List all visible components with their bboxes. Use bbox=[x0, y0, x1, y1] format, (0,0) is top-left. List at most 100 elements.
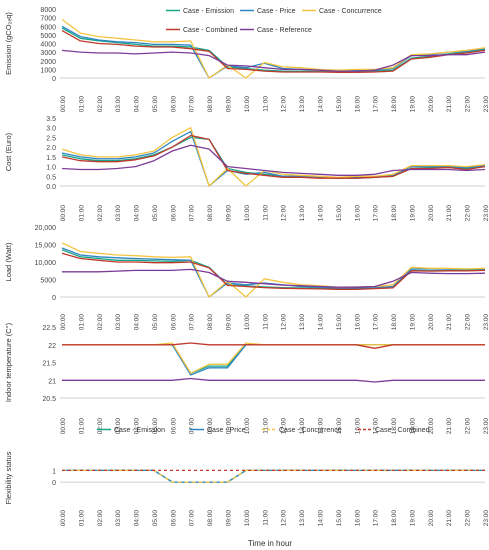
legend-label: Case - Reference bbox=[257, 27, 312, 34]
x-tick-label: 19:00 bbox=[409, 510, 416, 527]
x-tick-label: 07:00 bbox=[189, 205, 196, 222]
y-axis-title: Emission (gCO₂ₑq) bbox=[4, 12, 13, 75]
x-tick-label: 09:00 bbox=[226, 418, 233, 435]
x-tick-label: 04:00 bbox=[134, 510, 141, 527]
x-tick-label: 11:00 bbox=[262, 510, 269, 526]
x-tick-label: 21:00 bbox=[446, 96, 453, 113]
y-tick-label: 5000 bbox=[40, 33, 56, 40]
x-tick-label: 09:00 bbox=[226, 510, 233, 527]
x-tick-label: 01:00 bbox=[78, 96, 85, 113]
chart-panel-2: 0.0 0.5 1.0 1.5 2.0 2.5 3.0 3.5 Cost (Euro) 00:00… bbox=[4, 116, 489, 221]
x-tick-label: 18:00 bbox=[391, 96, 398, 113]
x-tick-label: 13:00 bbox=[299, 205, 306, 222]
x-tick-label: 21:00 bbox=[446, 418, 453, 435]
legend-label: Case - Combined bbox=[375, 427, 430, 434]
x-tick-label: 13:00 bbox=[299, 418, 306, 435]
x-tick-label: 15:00 bbox=[336, 510, 343, 527]
x-tick-label: 12:00 bbox=[281, 96, 288, 113]
legend-label: Case - Combined bbox=[183, 27, 238, 34]
x-tick-label: 01:00 bbox=[78, 418, 85, 435]
series-line-concurrence bbox=[61, 242, 486, 298]
x-tick-label: 06:00 bbox=[170, 510, 177, 527]
x-tick-label: 01:00 bbox=[78, 205, 85, 222]
series-line-concurrence bbox=[61, 18, 486, 79]
x-tick-label: 08:00 bbox=[207, 314, 214, 331]
y-tick-label: 22 bbox=[48, 343, 56, 350]
x-tick-label: 07:00 bbox=[189, 510, 196, 527]
x-tick-label: 04:00 bbox=[134, 205, 141, 222]
x-tick-label: 22:00 bbox=[465, 510, 472, 527]
y-axis-title: Flexibility status bbox=[4, 451, 13, 504]
y-tick-label: 21 bbox=[48, 378, 56, 385]
x-tick-label: 20:00 bbox=[428, 314, 435, 331]
series-line-emission bbox=[62, 469, 485, 483]
x-tick-label: 22:00 bbox=[465, 314, 472, 331]
series-line-concurrence bbox=[62, 342, 485, 374]
x-tick-label: 14:00 bbox=[317, 314, 324, 331]
x-tick-label: 22:00 bbox=[465, 418, 472, 435]
y-axis-title: Indoor temperature (C°) bbox=[4, 322, 13, 402]
x-tick-label: 06:00 bbox=[170, 418, 177, 435]
chart-panel-3: 0 5000 10,000 15,000 20,000 Load (Watt) 00:00 0… bbox=[4, 225, 489, 330]
legend-label: Case - Price bbox=[207, 427, 246, 434]
x-tick-label: 21:00 bbox=[446, 205, 453, 222]
x-tick-label: 05:00 bbox=[152, 205, 159, 222]
x-tick-label: 15:00 bbox=[336, 205, 343, 222]
x-tick-label: 18:00 bbox=[391, 314, 398, 331]
x-tick-label: 10:00 bbox=[244, 314, 251, 331]
x-tick-label: 05:00 bbox=[152, 314, 159, 331]
x-tick-label: 13:00 bbox=[299, 510, 306, 527]
x-tick-label: 03:00 bbox=[115, 205, 122, 222]
x-tick-label: 16:00 bbox=[354, 510, 361, 527]
y-axis-title: Load (Watt) bbox=[4, 242, 13, 281]
x-tick-label: 01:00 bbox=[78, 314, 85, 331]
y-tick-label: 1 bbox=[52, 468, 56, 475]
x-tick-label: 08:00 bbox=[207, 418, 214, 435]
x-tick-label: 18:00 bbox=[391, 205, 398, 222]
x-tick-label: 08:00 bbox=[207, 205, 214, 222]
x-tick-label: 16:00 bbox=[354, 418, 361, 435]
series-line-concurrence bbox=[62, 469, 485, 483]
x-tick-label: 17:00 bbox=[373, 314, 380, 331]
x-tick-label: 02:00 bbox=[97, 205, 104, 222]
x-tick-label: 13:00 bbox=[299, 314, 306, 331]
x-tick-label: 02:00 bbox=[97, 510, 104, 527]
y-tick-label: 15,000 bbox=[35, 243, 57, 250]
x-tick-label: 13:00 bbox=[299, 96, 306, 113]
x-tick-label: 03:00 bbox=[115, 510, 122, 527]
x-tick-label: 03:00 bbox=[115, 96, 122, 113]
x-tick-label: 11:00 bbox=[262, 418, 269, 434]
x-tick-label: 17:00 bbox=[373, 96, 380, 113]
series-line-reference bbox=[62, 268, 486, 288]
series-line-combined bbox=[61, 134, 486, 179]
x-tick-label: 03:00 bbox=[115, 314, 122, 331]
series-line-concurrence bbox=[61, 127, 486, 187]
x-tick-label: 19:00 bbox=[409, 418, 416, 435]
y-tick-label: 0.0 bbox=[46, 184, 56, 191]
chart-panel-4: 20.5 21 21.5 22 22.5 Indoor temperature (C°) 0… bbox=[4, 322, 489, 434]
x-tick-label: 17:00 bbox=[373, 510, 380, 527]
x-tick-label: 14:00 bbox=[317, 205, 324, 222]
series-line-emission bbox=[61, 27, 486, 73]
series-line-price bbox=[61, 130, 486, 187]
series-line-reference bbox=[61, 49, 486, 72]
x-tick-label: 08:00 bbox=[207, 510, 214, 527]
x-tick-label: 07:00 bbox=[189, 96, 196, 113]
legend-item-reference: Case - Reference bbox=[240, 27, 312, 34]
legend-item-emission: Case - Emission bbox=[97, 427, 165, 434]
y-tick-label: 2000 bbox=[40, 59, 56, 66]
series-line-combined bbox=[62, 342, 485, 349]
x-tick-label: 15:00 bbox=[336, 96, 343, 113]
y-tick-label: 5000 bbox=[40, 278, 56, 285]
x-tick-label: 21:00 bbox=[446, 510, 453, 527]
x-tick-label: 02:00 bbox=[97, 314, 104, 331]
x-tick-label: 14:00 bbox=[317, 510, 324, 527]
x-tick-label: 10:00 bbox=[244, 96, 251, 113]
x-tick-label: 01:00 bbox=[78, 510, 85, 527]
x-tick-label: 23:00 bbox=[483, 510, 489, 527]
x-tick-label: 20:00 bbox=[428, 510, 435, 527]
x-tick-label: 15:00 bbox=[336, 314, 343, 331]
x-tick-label: 23:00 bbox=[483, 96, 489, 113]
y-tick-label: 3000 bbox=[40, 50, 56, 57]
